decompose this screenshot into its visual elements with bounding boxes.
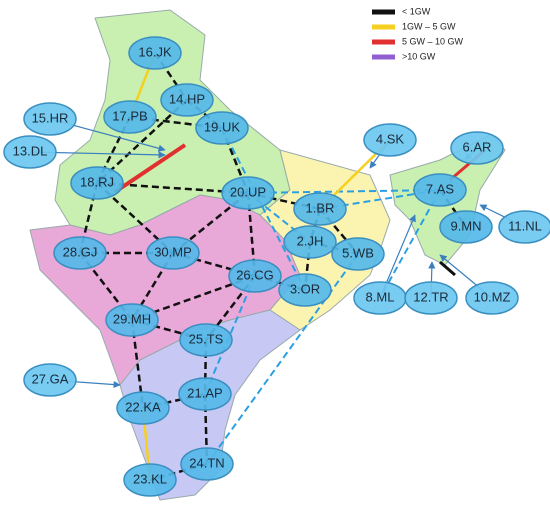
node [70,166,124,200]
node-label: 30.MP [154,244,192,259]
node [23,102,77,136]
node-label: 26.CG [236,267,274,282]
node [146,236,200,270]
node-label: 14.HP [169,91,205,106]
node-label: 23.KL [133,471,167,486]
node-label: 25.TS [189,331,224,346]
edge-blue [206,253,359,465]
node [123,463,177,497]
node [195,111,249,145]
node [179,323,233,357]
node [450,131,504,165]
node-label: 29.MH [113,311,151,326]
node-label: 9.MN [450,218,481,233]
node-label: 13.DL [13,143,48,158]
node [160,83,214,117]
node-label: 17.PB [112,108,147,123]
node [23,363,77,397]
node-label: 10.MZ [474,289,511,304]
node [128,36,182,70]
node-label: 5.WB [342,245,374,260]
edge-blue [247,189,441,194]
edge-low [439,260,456,277]
node-label: 22.KA [125,399,161,414]
node-label: 15.HR [32,110,69,125]
node-label: 3.OR [290,281,320,296]
node [103,100,157,134]
node-label: 28.GJ [63,244,98,259]
node-label: 21.AP [187,385,222,400]
node-label: 6.AR [463,139,492,154]
legend-label: >10 GW [402,51,436,61]
edge-low [254,274,306,292]
node-label: 16.JK [138,44,172,59]
edge-blue [221,127,306,291]
node [283,225,337,259]
node [293,192,347,226]
edge-high [113,143,187,194]
node-label: 20.UP [230,184,266,199]
node [278,273,332,307]
node [413,173,467,207]
legend-label: 1GW – 5 GW [402,21,456,31]
node-label: 1.BR [306,200,335,215]
node-label: 27.GA [32,371,69,386]
node-label: 12.TR [413,289,448,304]
legend-label: < 1GW [402,6,431,16]
node [53,236,107,270]
node [105,303,159,337]
node-label: 24.TN [189,455,224,470]
edge-blue [379,189,441,299]
node [465,281,519,315]
node [116,391,170,425]
node-label: 19.UK [204,119,240,134]
node-label: 11.NL [508,218,542,233]
edge-low [303,241,312,291]
node-label: 8.ML [366,289,395,304]
node-label: 7.AS [426,181,455,196]
node [439,210,493,244]
legend: < 1GW 1GW – 5 GW 5 GW – 10 GW >10 GW [372,6,464,61]
node [228,259,282,293]
node-label: 2.JH [297,233,324,248]
node [404,281,458,315]
node [498,210,550,244]
node [180,447,234,481]
node [3,135,57,169]
node-label: 4.SK [376,131,405,146]
node [221,176,275,210]
nodes: 16.JK 14.HP 17.PB 19.UK 15.HR 13.DL 18.RJ 20.UP… [3,36,550,497]
node-label: 18.RJ [80,174,114,189]
node [178,377,232,411]
node [331,237,385,271]
node [363,123,417,157]
legend-label: 5 GW – 10 GW [402,36,464,46]
